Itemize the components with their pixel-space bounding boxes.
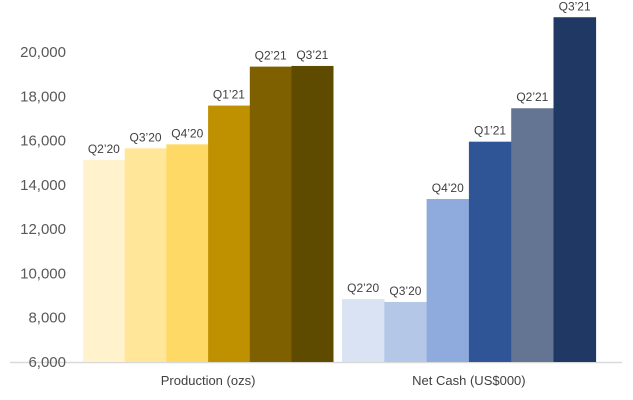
- bar: [342, 299, 385, 362]
- bar: [291, 65, 334, 362]
- bar: [426, 199, 470, 362]
- y-tick-label: 14,000: [20, 177, 66, 194]
- bar: [553, 17, 597, 362]
- data-label: Q2’21: [255, 49, 287, 63]
- bar: [124, 148, 167, 362]
- data-label: Q2’20: [88, 142, 120, 156]
- y-tick-label: 16,000: [20, 133, 66, 150]
- y-tick-label: 18,000: [20, 88, 66, 105]
- data-label: Q2’21: [516, 90, 548, 104]
- y-tick-label: 10,000: [20, 265, 66, 282]
- y-tick-label: 12,000: [20, 221, 66, 238]
- data-label: Q3’20: [389, 284, 421, 298]
- bar: [468, 141, 512, 362]
- data-label: Q4’20: [171, 126, 203, 140]
- y-tick-label: 20,000: [20, 44, 66, 61]
- bar: [83, 160, 125, 362]
- data-label: Q1’21: [213, 88, 245, 102]
- data-label: Q2’20: [347, 281, 379, 295]
- category-label: Net Cash (US$000): [412, 373, 525, 388]
- data-label: Q3’21: [559, 0, 591, 13]
- bar: [384, 301, 427, 362]
- bar: [166, 144, 209, 362]
- data-label: Q3’21: [296, 48, 328, 62]
- bar: [511, 108, 554, 362]
- y-tick-label: 6,000: [28, 354, 66, 371]
- data-label: Q4’20: [432, 181, 464, 195]
- data-label: Q1’21: [474, 124, 506, 138]
- bar: [208, 105, 251, 362]
- category-label: Production (ozs): [161, 373, 256, 388]
- bar: [249, 66, 292, 362]
- data-label: Q3’20: [130, 130, 162, 144]
- y-tick-label: 8,000: [28, 310, 66, 327]
